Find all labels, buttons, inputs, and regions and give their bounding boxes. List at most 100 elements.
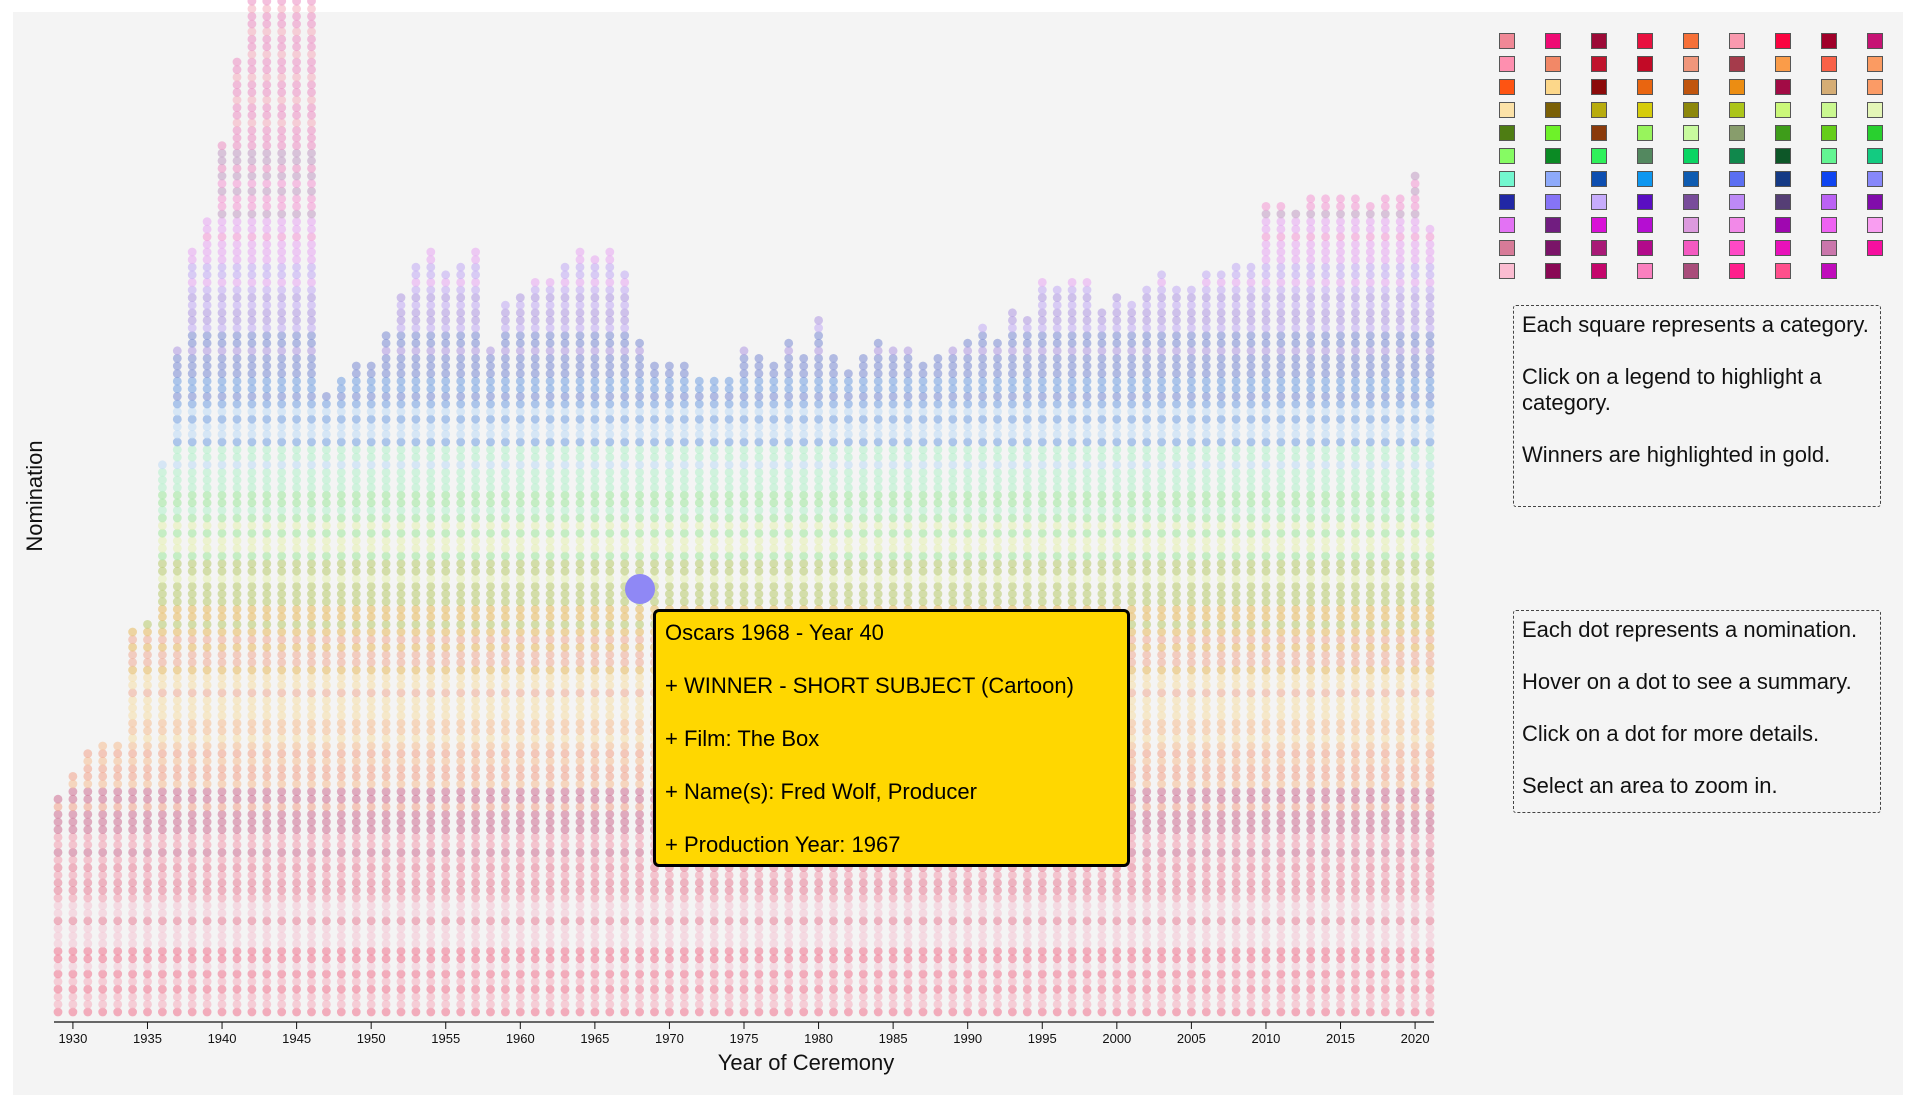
- nomination-dot[interactable]: [471, 567, 480, 576]
- nomination-dot[interactable]: [277, 430, 286, 439]
- nomination-dot[interactable]: [69, 856, 78, 865]
- nomination-dot[interactable]: [784, 438, 793, 447]
- nomination-dot[interactable]: [620, 491, 629, 500]
- nomination-dot[interactable]: [799, 924, 808, 933]
- nomination-dot[interactable]: [531, 1008, 540, 1017]
- nomination-dot[interactable]: [262, 711, 271, 720]
- nomination-dot[interactable]: [367, 1000, 376, 1009]
- nomination-dot[interactable]: [531, 483, 540, 492]
- nomination-dot[interactable]: [784, 871, 793, 880]
- nomination-dot[interactable]: [262, 567, 271, 576]
- nomination-dot[interactable]: [307, 605, 316, 614]
- nomination-dot[interactable]: [680, 886, 689, 895]
- nomination-dot[interactable]: [576, 711, 585, 720]
- nomination-dot[interactable]: [576, 916, 585, 925]
- nomination-dot[interactable]: [546, 688, 555, 697]
- nomination-dot[interactable]: [605, 939, 614, 948]
- nomination-dot[interactable]: [188, 612, 197, 621]
- nomination-dot[interactable]: [113, 825, 122, 834]
- nomination-dot[interactable]: [814, 552, 823, 561]
- nomination-dot[interactable]: [233, 666, 242, 675]
- nomination-dot[interactable]: [83, 840, 92, 849]
- nomination-dot[interactable]: [710, 962, 719, 971]
- nomination-dot[interactable]: [248, 324, 257, 333]
- nomination-dot[interactable]: [262, 293, 271, 302]
- nomination-dot[interactable]: [337, 901, 346, 910]
- nomination-dot[interactable]: [501, 384, 510, 393]
- nomination-dot[interactable]: [531, 308, 540, 317]
- nomination-dot[interactable]: [620, 567, 629, 576]
- nomination-dot[interactable]: [769, 597, 778, 606]
- nomination-dot[interactable]: [799, 886, 808, 895]
- nomination-dot[interactable]: [620, 742, 629, 751]
- nomination-dot[interactable]: [397, 757, 406, 766]
- nomination-dot[interactable]: [844, 878, 853, 887]
- nomination-dot[interactable]: [665, 498, 674, 507]
- nomination-dot[interactable]: [755, 536, 764, 545]
- nomination-dot[interactable]: [173, 970, 182, 979]
- nomination-dot[interactable]: [576, 863, 585, 872]
- nomination-dot[interactable]: [382, 491, 391, 500]
- nomination-dot[interactable]: [113, 810, 122, 819]
- nomination-dot[interactable]: [576, 802, 585, 811]
- nomination-dot[interactable]: [501, 916, 510, 925]
- nomination-dot[interactable]: [98, 1000, 107, 1009]
- nomination-dot[interactable]: [441, 840, 450, 849]
- nomination-dot[interactable]: [471, 749, 480, 758]
- nomination-dot[interactable]: [173, 438, 182, 447]
- nomination-dot[interactable]: [695, 970, 704, 979]
- nomination-dot[interactable]: [546, 582, 555, 591]
- nomination-dot[interactable]: [262, 354, 271, 363]
- nomination-dot[interactable]: [516, 985, 525, 994]
- nomination-dot[interactable]: [426, 863, 435, 872]
- nomination-dot[interactable]: [546, 863, 555, 872]
- nomination-dot[interactable]: [755, 407, 764, 416]
- nomination-dot[interactable]: [128, 970, 137, 979]
- nomination-dot[interactable]: [441, 901, 450, 910]
- nomination-dot[interactable]: [218, 445, 227, 454]
- nomination-dot[interactable]: [516, 970, 525, 979]
- nomination-dot[interactable]: [218, 734, 227, 743]
- nomination-dot[interactable]: [546, 362, 555, 371]
- nomination-dot[interactable]: [98, 886, 107, 895]
- nomination-dot[interactable]: [740, 483, 749, 492]
- nomination-dot[interactable]: [292, 590, 301, 599]
- nomination-dot[interactable]: [262, 453, 271, 462]
- nomination-dot[interactable]: [307, 149, 316, 158]
- nomination-dot[interactable]: [188, 521, 197, 530]
- nomination-dot[interactable]: [158, 757, 167, 766]
- nomination-dot[interactable]: [620, 757, 629, 766]
- nomination-dot[interactable]: [248, 111, 257, 120]
- nomination-dot[interactable]: [143, 681, 152, 690]
- nomination-dot[interactable]: [382, 529, 391, 538]
- nomination-dot[interactable]: [546, 932, 555, 941]
- nomination-dot[interactable]: [292, 597, 301, 606]
- nomination-dot[interactable]: [561, 567, 570, 576]
- nomination-dot[interactable]: [262, 985, 271, 994]
- nomination-dot[interactable]: [769, 970, 778, 979]
- nomination-dot[interactable]: [456, 650, 465, 659]
- nomination-dot[interactable]: [561, 871, 570, 880]
- nomination-dot[interactable]: [352, 400, 361, 409]
- nomination-dot[interactable]: [501, 422, 510, 431]
- nomination-dot[interactable]: [307, 650, 316, 659]
- nomination-dot[interactable]: [188, 544, 197, 553]
- nomination-dot[interactable]: [382, 947, 391, 956]
- nomination-dot[interactable]: [456, 673, 465, 682]
- nomination-dot[interactable]: [740, 430, 749, 439]
- nomination-dot[interactable]: [471, 863, 480, 872]
- nomination-dot[interactable]: [248, 248, 257, 257]
- nomination-dot[interactable]: [397, 810, 406, 819]
- nomination-dot[interactable]: [292, 749, 301, 758]
- nomination-dot[interactable]: [382, 362, 391, 371]
- nomination-dot[interactable]: [755, 985, 764, 994]
- nomination-dot[interactable]: [307, 384, 316, 393]
- nomination-dot[interactable]: [412, 764, 421, 773]
- nomination-dot[interactable]: [233, 293, 242, 302]
- nomination-dot[interactable]: [441, 422, 450, 431]
- nomination-dot[interactable]: [844, 977, 853, 986]
- nomination-dot[interactable]: [277, 506, 286, 515]
- nomination-dot[interactable]: [471, 582, 480, 591]
- nomination-dot[interactable]: [576, 574, 585, 583]
- nomination-dot[interactable]: [352, 848, 361, 857]
